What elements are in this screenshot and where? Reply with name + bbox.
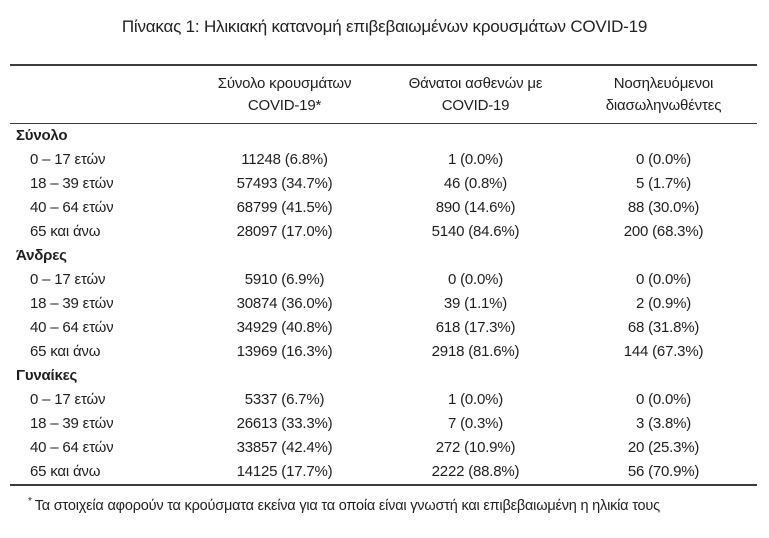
table-row: 18 – 39 ετών 57493 (34.7%) 46 (0.8%) 5 (…: [10, 172, 757, 196]
column-header-total-cases-line1: Σύνολο κρουσμάτων: [217, 75, 352, 92]
cell-total-cases: 57493 (34.7%): [236, 175, 333, 192]
column-header-intubated-line1: Νοσηλευόμενοι: [613, 75, 714, 92]
covid-age-distribution-table: Σύνολο κρουσμάτων COVID-19* Θάνατοι ασθε…: [10, 64, 757, 486]
table-header: Σύνολο κρουσμάτων COVID-19* Θάνατοι ασθε…: [10, 65, 757, 124]
section-row-men: Άνδρες: [10, 244, 757, 268]
cell-deaths: 46 (0.8%): [443, 175, 508, 192]
row-label: 0 – 17 ετών: [30, 391, 106, 408]
row-label: 0 – 17 ετών: [30, 271, 106, 288]
column-header-total-cases-line2: COVID-19*: [247, 97, 322, 114]
page-title: Πίνακας 1: Ηλικιακή κατανομή επιβεβαιωμέ…: [121, 17, 648, 36]
column-header-deaths-line2: COVID-19: [441, 97, 510, 114]
cell-intubated: 5 (1.7%): [635, 175, 692, 192]
cell-deaths: 890 (14.6%): [435, 199, 516, 216]
section-row-total: Σύνολο: [10, 124, 757, 149]
row-label: 65 και άνω: [30, 463, 101, 480]
row-label: 40 – 64 ετών: [30, 199, 114, 216]
table-row: 65 και άνω 13969 (16.3%) 2918 (81.6%) 14…: [10, 340, 757, 364]
cell-deaths: 2918 (81.6%): [431, 343, 520, 360]
cell-deaths: 618 (17.3%): [435, 319, 516, 336]
cell-total-cases: 28097 (17.0%): [236, 223, 333, 240]
row-label: 18 – 39 ετών: [30, 415, 114, 432]
row-label: 40 – 64 ετών: [30, 439, 114, 456]
table-row: 0 – 17 ετών 5337 (6.7%) 1 (0.0%) 0 (0.0%…: [10, 388, 757, 412]
column-header-intubated-line2: διασωληνωθέντες: [605, 97, 722, 114]
cell-intubated: 3 (3.8%): [635, 415, 692, 432]
row-label: 18 – 39 ετών: [30, 295, 114, 312]
cell-total-cases: 14125 (17.7%): [236, 463, 333, 480]
cell-total-cases: 68799 (41.5%): [236, 199, 333, 216]
cell-total-cases: 33857 (42.4%): [236, 439, 333, 456]
row-label: 0 – 17 ετών: [30, 151, 106, 168]
table-row: 18 – 39 ετών 26613 (33.3%) 7 (0.3%) 3 (3…: [10, 412, 757, 436]
cell-intubated: 56 (70.9%): [627, 463, 700, 480]
cell-deaths: 1 (0.0%): [447, 391, 504, 408]
cell-intubated: 0 (0.0%): [635, 151, 692, 168]
cell-intubated: 88 (30.0%): [627, 199, 700, 216]
section-label: Άνδρες: [16, 247, 67, 264]
table-row: 0 – 17 ετών 5910 (6.9%) 0 (0.0%) 0 (0.0%…: [10, 268, 757, 292]
column-header-deaths: Θάνατοι ασθενών με COVID-19: [381, 65, 570, 124]
row-label: 65 και άνω: [30, 343, 101, 360]
cell-deaths: 272 (10.9%): [435, 439, 516, 456]
cell-total-cases: 26613 (33.3%): [236, 415, 333, 432]
footnote-text: Τα στοιχεία αφορούν τα κρούσματα εκείνα …: [34, 497, 660, 514]
cell-total-cases: 30874 (36.0%): [236, 295, 333, 312]
cell-intubated: 200 (68.3%): [623, 223, 704, 240]
table-body: Σύνολο 0 – 17 ετών 11248 (6.8%) 1 (0.0%)…: [10, 124, 757, 486]
cell-intubated: 0 (0.0%): [635, 271, 692, 288]
column-header-intubated: Νοσηλευόμενοι διασωληνωθέντες: [570, 65, 757, 124]
cell-deaths: 5140 (84.6%): [431, 223, 520, 240]
section-label: Γυναίκες: [16, 367, 78, 384]
row-label: 40 – 64 ετών: [30, 319, 114, 336]
cell-deaths: 1 (0.0%): [447, 151, 504, 168]
cell-intubated: 20 (25.3%): [627, 439, 700, 456]
row-label: 65 και άνω: [30, 223, 101, 240]
footnote: * Τα στοιχεία αφορούν τα κρούσματα εκείνα…: [28, 492, 757, 516]
column-header-deaths-line1: Θάνατοι ασθενών με: [408, 75, 543, 92]
cell-intubated: 2 (0.9%): [635, 295, 692, 312]
cell-total-cases: 5337 (6.7%): [244, 391, 325, 408]
table-row: 65 και άνω 28097 (17.0%) 5140 (84.6%) 20…: [10, 220, 757, 244]
cell-deaths: 39 (1.1%): [443, 295, 508, 312]
cell-intubated: 0 (0.0%): [635, 391, 692, 408]
row-label: 18 – 39 ετών: [30, 175, 114, 192]
column-header-total-cases: Σύνολο κρουσμάτων COVID-19*: [188, 65, 381, 124]
section-label: Σύνολο: [16, 127, 68, 144]
column-header-age: [10, 65, 188, 124]
table-row: 18 – 39 ετών 30874 (36.0%) 39 (1.1%) 2 (…: [10, 292, 757, 316]
table-row: 40 – 64 ετών 68799 (41.5%) 890 (14.6%) 8…: [10, 196, 757, 220]
cell-total-cases: 11248 (6.8%): [241, 151, 328, 168]
cell-deaths: 2222 (88.8%): [431, 463, 520, 480]
table-row: 40 – 64 ετών 33857 (42.4%) 272 (10.9%) 2…: [10, 436, 757, 460]
footnote-asterisk-marker: *: [28, 496, 32, 507]
cell-deaths: 7 (0.3%): [447, 415, 504, 432]
table-row: 65 και άνω 14125 (17.7%) 2222 (88.8%) 56…: [10, 460, 757, 485]
cell-deaths: 0 (0.0%): [447, 271, 504, 288]
cell-intubated: 68 (31.8%): [627, 319, 700, 336]
cell-total-cases: 5910 (6.9%): [244, 271, 325, 288]
cell-total-cases: 13969 (16.3%): [236, 343, 333, 360]
table-row: 40 – 64 ετών 34929 (40.8%) 618 (17.3%) 6…: [10, 316, 757, 340]
section-row-women: Γυναίκες: [10, 364, 757, 388]
cell-total-cases: 34929 (40.8%): [236, 319, 333, 336]
cell-intubated: 144 (67.3%): [623, 343, 704, 360]
table-row: 0 – 17 ετών 11248 (6.8%) 1 (0.0%) 0 (0.0…: [10, 148, 757, 172]
